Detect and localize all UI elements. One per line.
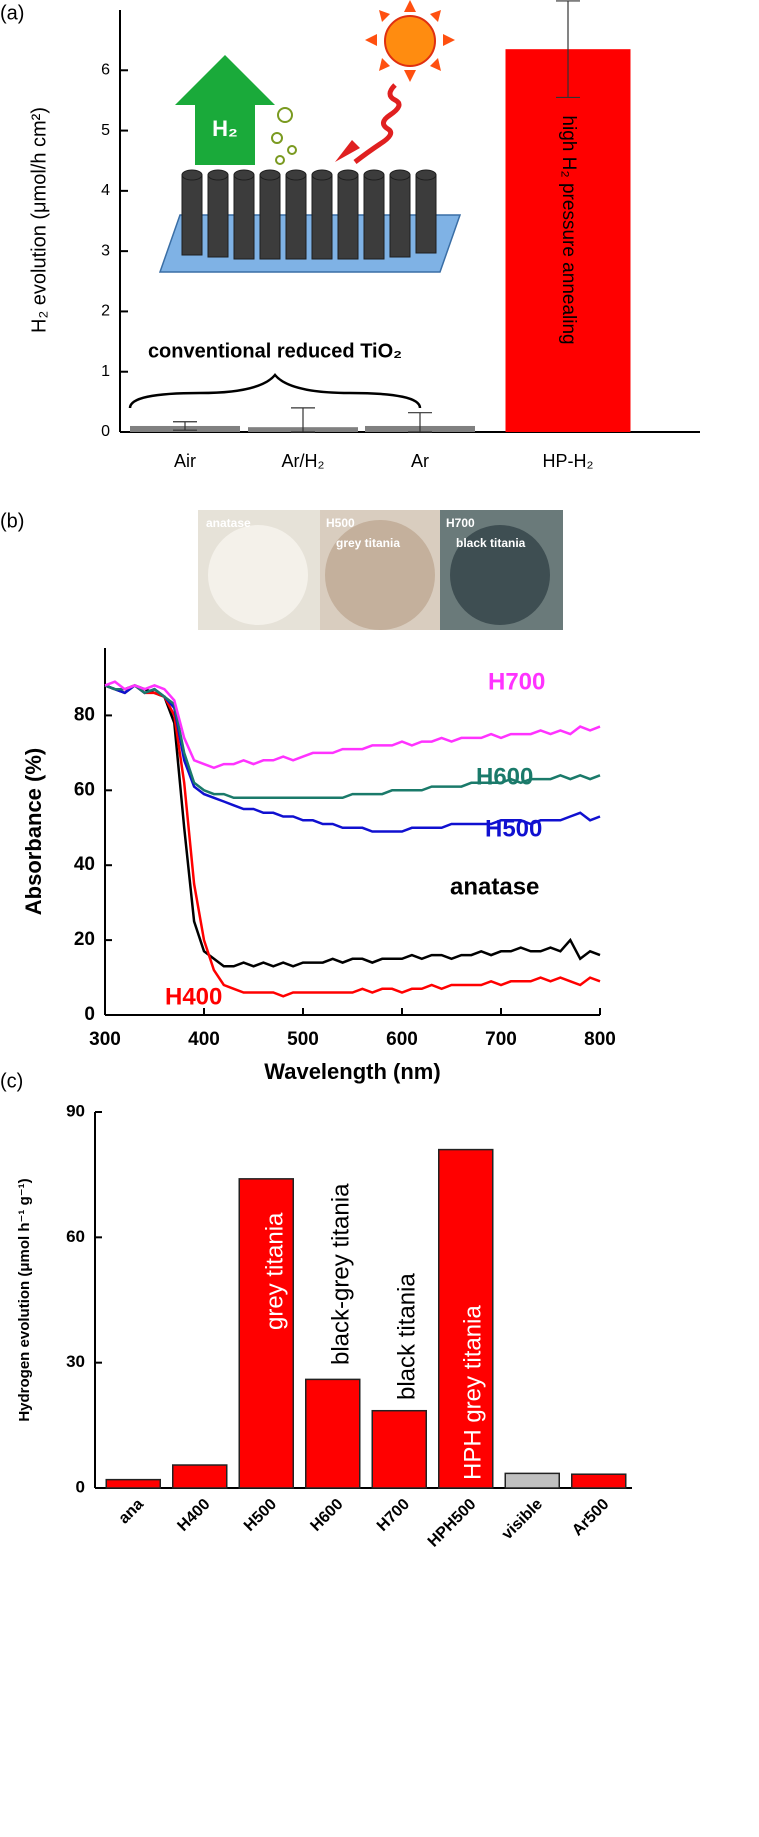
error-bar [291, 407, 315, 433]
bar [571, 1473, 627, 1489]
image-label: H500 [326, 516, 355, 530]
error-bar [408, 412, 432, 433]
y-tick-label: 40 [74, 854, 95, 875]
image-label: grey titania [336, 536, 400, 550]
y-tick-label: 60 [74, 779, 95, 800]
image-label: H700 [446, 516, 475, 530]
x-tick-label: 700 [485, 1029, 517, 1050]
spectrum-line [104, 683, 601, 800]
image-label: black titania [456, 536, 526, 550]
annotation: high H₂ pressure annealing [558, 115, 579, 344]
series-label: anatase [450, 873, 539, 900]
x-tick-label: H700 [374, 1496, 413, 1535]
y-tick-label: 3 [101, 242, 110, 259]
sample-photos [198, 510, 563, 630]
series-label: H400 [165, 983, 222, 1010]
y-axis-label: H₂ evolution (μmol/h cm²) [28, 107, 50, 333]
x-tick-label: visible [499, 1496, 546, 1543]
bar [105, 1478, 161, 1489]
x-tick-label: Ar [411, 451, 429, 471]
annotation: grey titania [261, 1212, 288, 1330]
annotation: H₂ [212, 116, 238, 141]
error-bar [556, 0, 580, 99]
x-tick-label: H500 [241, 1496, 280, 1535]
x-tick-label: Air [174, 451, 196, 471]
y-tick-label: 30 [66, 1352, 85, 1371]
bar [504, 1472, 560, 1489]
x-tick-label: HPH500 [425, 1496, 480, 1551]
series-label: H700 [488, 668, 545, 695]
bar [371, 1409, 427, 1489]
spectrum-line [104, 683, 601, 968]
x-tick-label: ana [116, 1496, 148, 1528]
y-tick-label: 0 [101, 423, 110, 440]
panel-label: (b) [0, 510, 24, 532]
y-tick-label: 80 [74, 704, 95, 725]
x-tick-label: 300 [89, 1029, 121, 1050]
y-tick-label: 60 [66, 1227, 85, 1246]
y-tick-label: 4 [101, 182, 110, 199]
bar [505, 49, 631, 432]
y-tick-label: 90 [66, 1101, 85, 1120]
x-tick-label: 800 [584, 1029, 616, 1050]
y-tick-label: 0 [76, 1477, 85, 1496]
y-tick-label: 6 [101, 62, 110, 79]
annotation: black-grey titania [327, 1183, 354, 1365]
series-label: H600 [476, 763, 533, 790]
panel-label: (a) [0, 2, 24, 24]
x-tick-label: 500 [287, 1029, 319, 1050]
panel-label: (c) [0, 1070, 23, 1092]
y-tick-label: 0 [84, 1004, 95, 1025]
bar [238, 1178, 294, 1489]
y-tick-label: 1 [101, 363, 110, 380]
x-tick-label: 400 [188, 1029, 220, 1050]
x-tick-label: H600 [307, 1496, 346, 1535]
annotation: black titania [393, 1273, 420, 1400]
x-tick-label: Ar500 [569, 1496, 613, 1540]
annotation: conventional reduced TiO₂ [148, 340, 402, 362]
y-axis-label: Absorbance (%) [21, 748, 46, 915]
y-tick-label: 5 [101, 122, 110, 139]
y-axis-label: Hydrogen evolution (μmol h⁻¹ g⁻¹) [16, 1178, 33, 1421]
y-tick-label: 2 [101, 303, 110, 320]
x-tick-label: HP-H₂ [543, 451, 594, 471]
bar [305, 1378, 361, 1489]
bar [172, 1464, 228, 1489]
error-bar [173, 421, 197, 431]
series-label: H500 [485, 815, 542, 842]
x-tick-label: Ar/H₂ [282, 451, 325, 471]
bar [438, 1148, 494, 1489]
x-tick-label: 600 [386, 1029, 418, 1050]
y-tick-label: 20 [74, 929, 95, 950]
spectrum-line [104, 683, 601, 998]
x-axis-label: Wavelength (nm) [264, 1059, 440, 1084]
x-tick-label: H400 [174, 1496, 213, 1535]
image-label: anatase [206, 516, 251, 530]
illustration [128, 0, 462, 409]
spectrum-line [104, 680, 601, 770]
spectrum-line [104, 683, 601, 833]
annotation: HPH grey titania [459, 1305, 486, 1480]
